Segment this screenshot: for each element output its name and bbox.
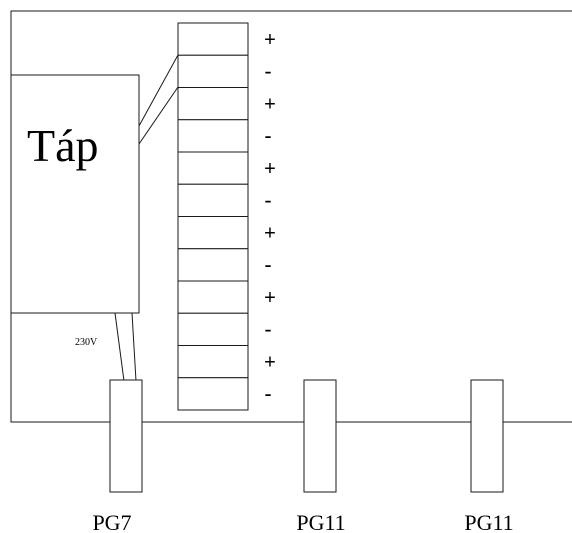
- terminal-minus-label: -: [264, 58, 271, 83]
- terminal-cell: [177, 151, 249, 185]
- power-supply-label: Táp: [27, 120, 99, 171]
- terminal-plus-label: +: [264, 223, 276, 245]
- terminal-plus-label: +: [264, 287, 276, 309]
- terminal-cell: [177, 87, 249, 121]
- supply-wire-1: [138, 54, 179, 127]
- terminal-cell: [177, 22, 249, 56]
- terminal-plus-label: +: [264, 94, 276, 116]
- terminal-minus-label: -: [264, 381, 271, 406]
- terminal-block: + - + - + - + - + - + -: [177, 22, 276, 411]
- terminal-cell: [177, 345, 249, 379]
- cable-gland-1: [109, 379, 143, 493]
- cable-gland-label-2: PG11: [296, 510, 345, 533]
- cable-gland-2: [303, 379, 337, 493]
- terminal-minus-label: -: [264, 123, 271, 148]
- cable-gland-3: [470, 379, 504, 493]
- mains-voltage-label: 230V: [75, 337, 98, 348]
- mains-wire-2: [131, 312, 137, 382]
- terminal-cell: [177, 216, 249, 250]
- terminal-plus-label: +: [264, 352, 276, 374]
- terminal-cell: [177, 54, 249, 88]
- power-supply-box: [10, 74, 140, 314]
- terminal-cell: [177, 119, 249, 153]
- terminal-cell: [177, 183, 249, 217]
- terminal-plus-label: +: [264, 29, 276, 51]
- terminal-minus-label: -: [264, 252, 271, 277]
- terminal-cell: [177, 248, 249, 282]
- terminal-cell: [177, 377, 249, 411]
- mains-wire-1: [114, 312, 125, 382]
- cable-glands: PG7 PG11 PG11: [92, 379, 514, 533]
- terminal-cell: [177, 280, 249, 314]
- terminal-minus-label: -: [264, 187, 271, 212]
- supply-wire-2: [138, 86, 179, 145]
- terminal-cell: [177, 312, 249, 346]
- terminal-plus-label: +: [264, 158, 276, 180]
- cable-gland-label-1: PG7: [92, 510, 131, 533]
- cable-gland-label-3: PG11: [464, 510, 513, 533]
- terminal-minus-label: -: [264, 316, 271, 341]
